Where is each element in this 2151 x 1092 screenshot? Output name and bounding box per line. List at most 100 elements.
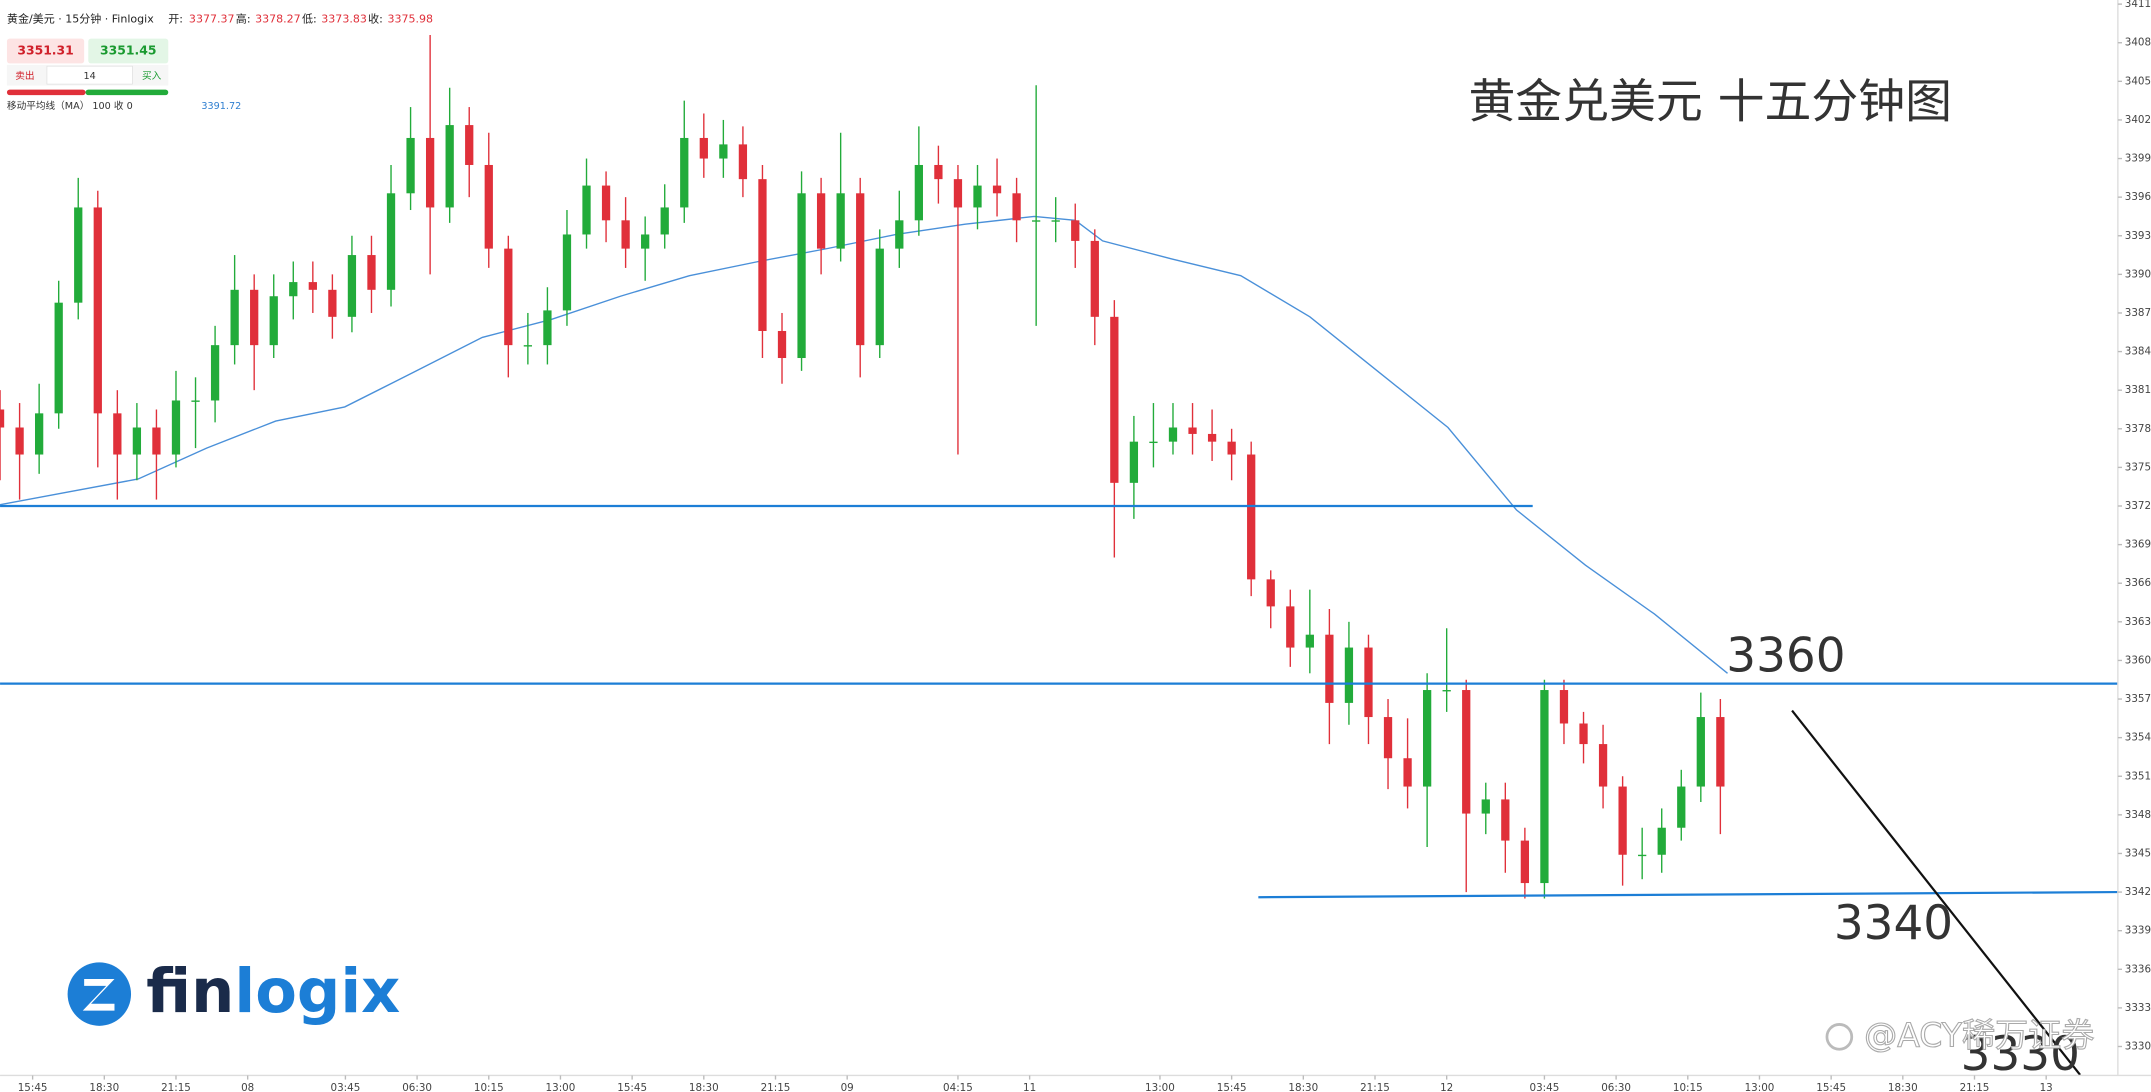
x-tick-label: 03:45 (1530, 1082, 1560, 1092)
buy-price[interactable]: 3351.45 (100, 43, 156, 58)
candle-body (543, 310, 552, 346)
x-tick-label: 10:15 (474, 1082, 504, 1092)
candle-body (777, 330, 787, 359)
y-tick-label: 3354.00 (2125, 732, 2151, 744)
y-tick-label: 3396.00 (2125, 191, 2151, 203)
indicator-value: 3391.72 (201, 101, 241, 112)
sell-label[interactable]: 卖出 (15, 70, 34, 82)
x-tick-label: 03:45 (331, 1082, 361, 1092)
candle-body (1247, 454, 1256, 580)
candle-body (601, 185, 611, 221)
candle-body (1422, 690, 1432, 787)
x-tick-label: 15:45 (18, 1082, 48, 1092)
annotation: 3340 (1834, 896, 1953, 951)
candle-body (582, 185, 591, 235)
candle-body (1110, 316, 1119, 483)
spread[interactable]: 14 (84, 71, 96, 82)
candle-body (1071, 220, 1080, 241)
candle-body (973, 185, 982, 208)
candle-body (1051, 220, 1060, 222)
x-tick-label: 13:00 (1145, 1082, 1175, 1092)
candle-body (328, 289, 337, 317)
buy-box[interactable] (88, 38, 169, 64)
logo: fin logix (67, 957, 400, 1027)
high-label: 高: (236, 11, 251, 25)
x-tick-label: 06:30 (1601, 1082, 1631, 1092)
candle-body (836, 193, 845, 249)
open-label: 开: (168, 12, 183, 25)
x-tick-label: 13:00 (1745, 1082, 1775, 1092)
candle-body (113, 413, 122, 455)
candle-body (621, 220, 630, 249)
candle-body (171, 400, 181, 455)
x-tick-label: 15:45 (617, 1082, 647, 1092)
close-value: 3375.98 (387, 12, 433, 25)
candle-body (1364, 647, 1373, 718)
y-tick-label: 3375.00 (2125, 461, 2151, 473)
candle-body (1559, 690, 1569, 724)
sell-box[interactable] (6, 38, 85, 64)
candle-body (1383, 717, 1393, 759)
x-tick-label: 13:00 (546, 1082, 576, 1092)
candle-body (856, 193, 865, 346)
x-tick-label: 10:15 (1673, 1082, 1703, 1092)
y-tick-label: 3330.00 (2125, 1040, 2151, 1052)
candle-body (54, 302, 63, 414)
buy-bar (85, 89, 169, 96)
plot-area (0, 35, 2118, 1076)
candle-body (523, 345, 533, 347)
indicator[interactable]: 移动平均线（MA） 100 收 0 (7, 100, 133, 112)
candle-body (758, 179, 767, 331)
low-label: 低: (302, 12, 317, 25)
candle-body (93, 207, 102, 414)
candle-body (0, 409, 5, 428)
drawing-line (1258, 890, 2118, 899)
candle-body (1168, 427, 1178, 442)
candle-body (1129, 441, 1139, 483)
candle-body (1012, 193, 1021, 221)
y-tick-label: 3411.00 (2125, 0, 2151, 10)
candle-body (1657, 827, 1666, 855)
candle-body (1090, 240, 1099, 317)
logo-text: fin (146, 957, 234, 1027)
candle-body (386, 193, 396, 290)
x-tick-label: 21:15 (1360, 1082, 1390, 1092)
candle-body (562, 234, 572, 311)
candle-body (1618, 786, 1627, 855)
candle-body (367, 255, 376, 290)
symbol: 黄金/美元 · 15分钟 · Finlogix (7, 11, 154, 25)
candle-body (738, 144, 748, 180)
candle-body (1598, 744, 1608, 787)
y-tick-label: 3357.00 (2125, 693, 2151, 705)
candle-body (719, 144, 728, 159)
y-tick-label: 3339.00 (2125, 925, 2151, 937)
candle-body (875, 248, 884, 346)
y-tick-label: 3366.00 (2125, 577, 2151, 589)
y-tick-label: 3381.00 (2125, 384, 2151, 396)
candle-body (425, 137, 435, 208)
chart-title: 黄金兑美元 十五分钟图 (1468, 74, 1952, 129)
candle-body (504, 248, 513, 346)
y-tick-label: 3387.00 (2125, 307, 2151, 319)
x-tick-label: 11 (1023, 1082, 1036, 1092)
candle-body (1462, 690, 1471, 814)
candle-body (210, 345, 220, 401)
x-tick-label: 21:15 (761, 1082, 791, 1092)
candle-body (680, 137, 689, 208)
candle-body (1325, 634, 1334, 703)
y-tick-label: 3399.00 (2125, 153, 2151, 165)
open-value: 3377.37 (189, 12, 235, 25)
buy-label[interactable]: 买入 (142, 71, 162, 82)
logo-glyph (82, 978, 115, 1011)
y-tick-label: 3333.00 (2125, 1002, 2151, 1014)
candle-body (230, 289, 239, 346)
candle-body (992, 185, 1002, 194)
x-tick-label: 21:15 (161, 1082, 191, 1092)
candle-body (1149, 441, 1158, 444)
candle-body (465, 125, 474, 165)
y-tick-label: 3378.00 (2125, 423, 2151, 435)
spread-box[interactable] (46, 65, 133, 85)
y-tick-label: 3402.00 (2125, 114, 2151, 126)
sell-price[interactable]: 3351.31 (17, 43, 73, 58)
